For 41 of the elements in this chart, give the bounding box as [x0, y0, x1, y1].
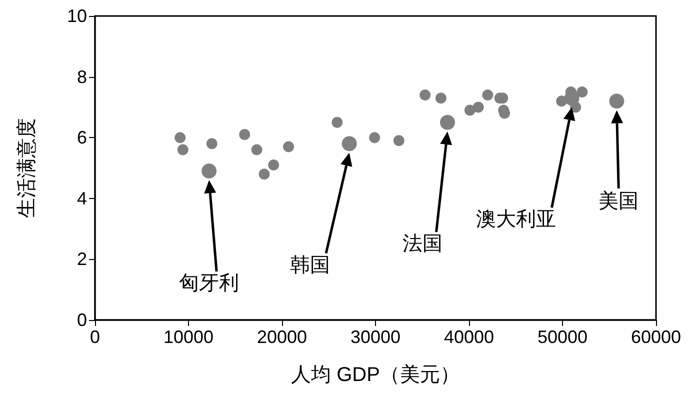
point — [239, 129, 250, 140]
y-tick-label: 2 — [76, 249, 87, 270]
annotation: 澳大利亚 — [476, 208, 556, 231]
point — [283, 141, 294, 152]
x-tick-label: 60000 — [630, 327, 682, 347]
point — [342, 136, 357, 152]
point — [576, 86, 588, 98]
point — [482, 90, 494, 101]
x-tick-label: 0 — [90, 327, 100, 347]
x-tick-label: 20000 — [256, 327, 308, 347]
y-tick-label: 6 — [76, 128, 87, 148]
x-tick-label: 10000 — [163, 327, 214, 347]
point — [251, 144, 262, 156]
point — [202, 164, 217, 179]
x-tick-label: 40000 — [444, 327, 494, 347]
point — [564, 90, 580, 106]
point — [609, 94, 624, 109]
point — [420, 90, 431, 101]
x-tick-label: 30000 — [350, 327, 401, 347]
point — [177, 144, 188, 156]
y-tick-label: 4 — [76, 188, 87, 208]
point — [393, 135, 404, 146]
y-tick-label: 10 — [66, 6, 87, 26]
x-axis-title: 人均 GDP（美元） — [291, 363, 460, 386]
annotation: 韩国 — [290, 254, 330, 276]
point — [435, 92, 446, 104]
point — [258, 168, 270, 180]
annotation: 法国 — [402, 233, 442, 255]
y-tick-label: 0 — [76, 310, 87, 330]
point — [206, 138, 218, 150]
annotation: 美国 — [598, 189, 639, 212]
point — [174, 132, 186, 144]
y-axis-title: 生活满意度 — [16, 118, 38, 218]
point — [440, 114, 455, 130]
point — [369, 132, 380, 144]
x-tick-label: 50000 — [537, 327, 588, 347]
y-tick-label: 8 — [76, 66, 87, 87]
annotation: 匈牙利 — [179, 272, 240, 295]
point — [332, 116, 343, 128]
point — [268, 159, 280, 170]
point — [472, 102, 484, 113]
